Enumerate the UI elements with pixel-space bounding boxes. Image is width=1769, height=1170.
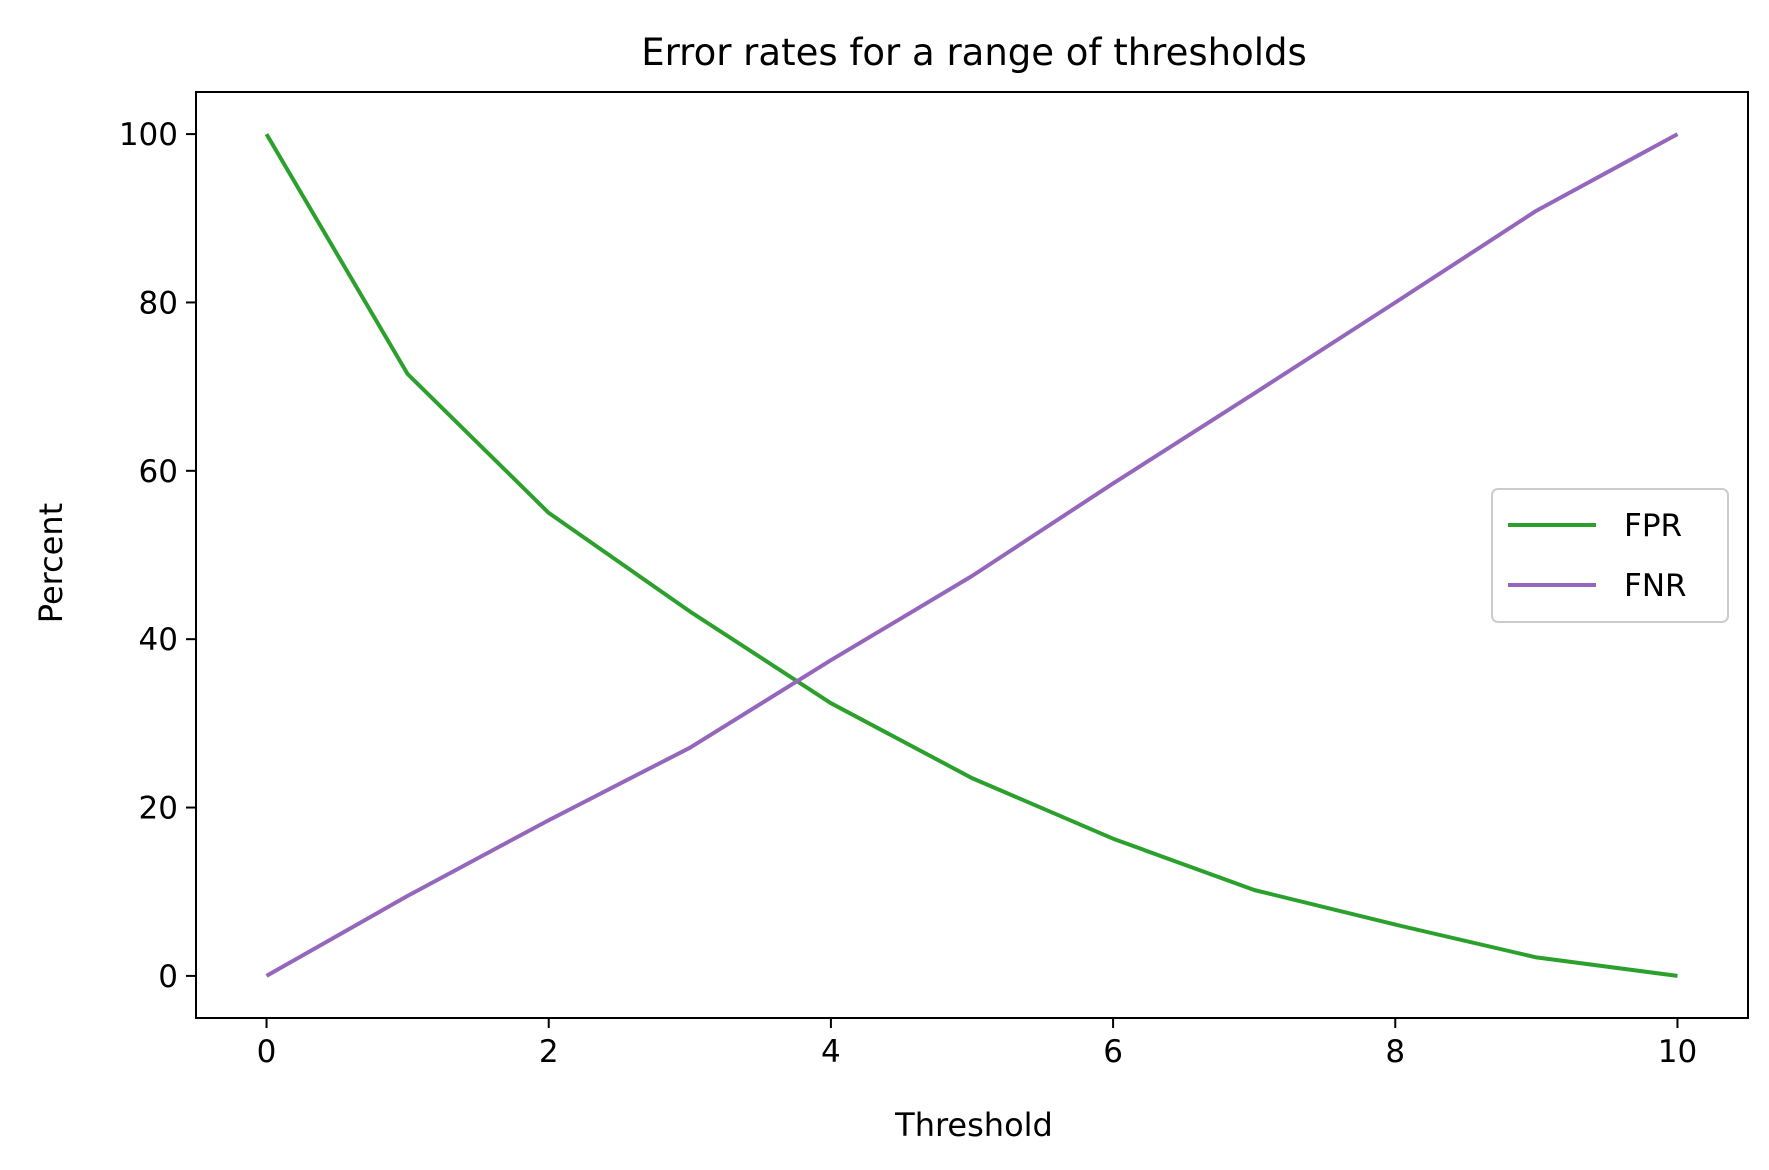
y-tick-label: 0 (158, 959, 178, 995)
y-tick-label: 40 (139, 622, 178, 658)
legend-label-fpr: FPR (1624, 508, 1682, 544)
y-tick-label: 60 (139, 454, 178, 490)
legend: FPR FNR (1491, 488, 1729, 623)
x-tick-label: 8 (1385, 1034, 1405, 1070)
x-tick-label: 6 (1103, 1034, 1123, 1070)
x-axis-label: Threshold (894, 1106, 1053, 1144)
axes-frame (195, 91, 1749, 1019)
series-line-fpr (264, 133, 1678, 978)
series-line-fnr (265, 132, 1679, 978)
plot-area (264, 132, 1679, 978)
y-tick-label: 80 (139, 285, 178, 321)
y-axis-label: Percent (32, 503, 70, 623)
y-tick-label: 100 (119, 117, 178, 153)
legend-label-fnr: FNR (1624, 568, 1687, 604)
x-tick-label: 0 (257, 1034, 277, 1070)
y-tick-label: 20 (139, 791, 178, 827)
x-tick-label: 4 (821, 1034, 841, 1070)
x-tick-label: 2 (539, 1034, 559, 1070)
chart-title: Error rates for a range of thresholds (641, 31, 1307, 74)
x-tick-label: 10 (1658, 1034, 1697, 1070)
legend-box (1491, 488, 1729, 623)
